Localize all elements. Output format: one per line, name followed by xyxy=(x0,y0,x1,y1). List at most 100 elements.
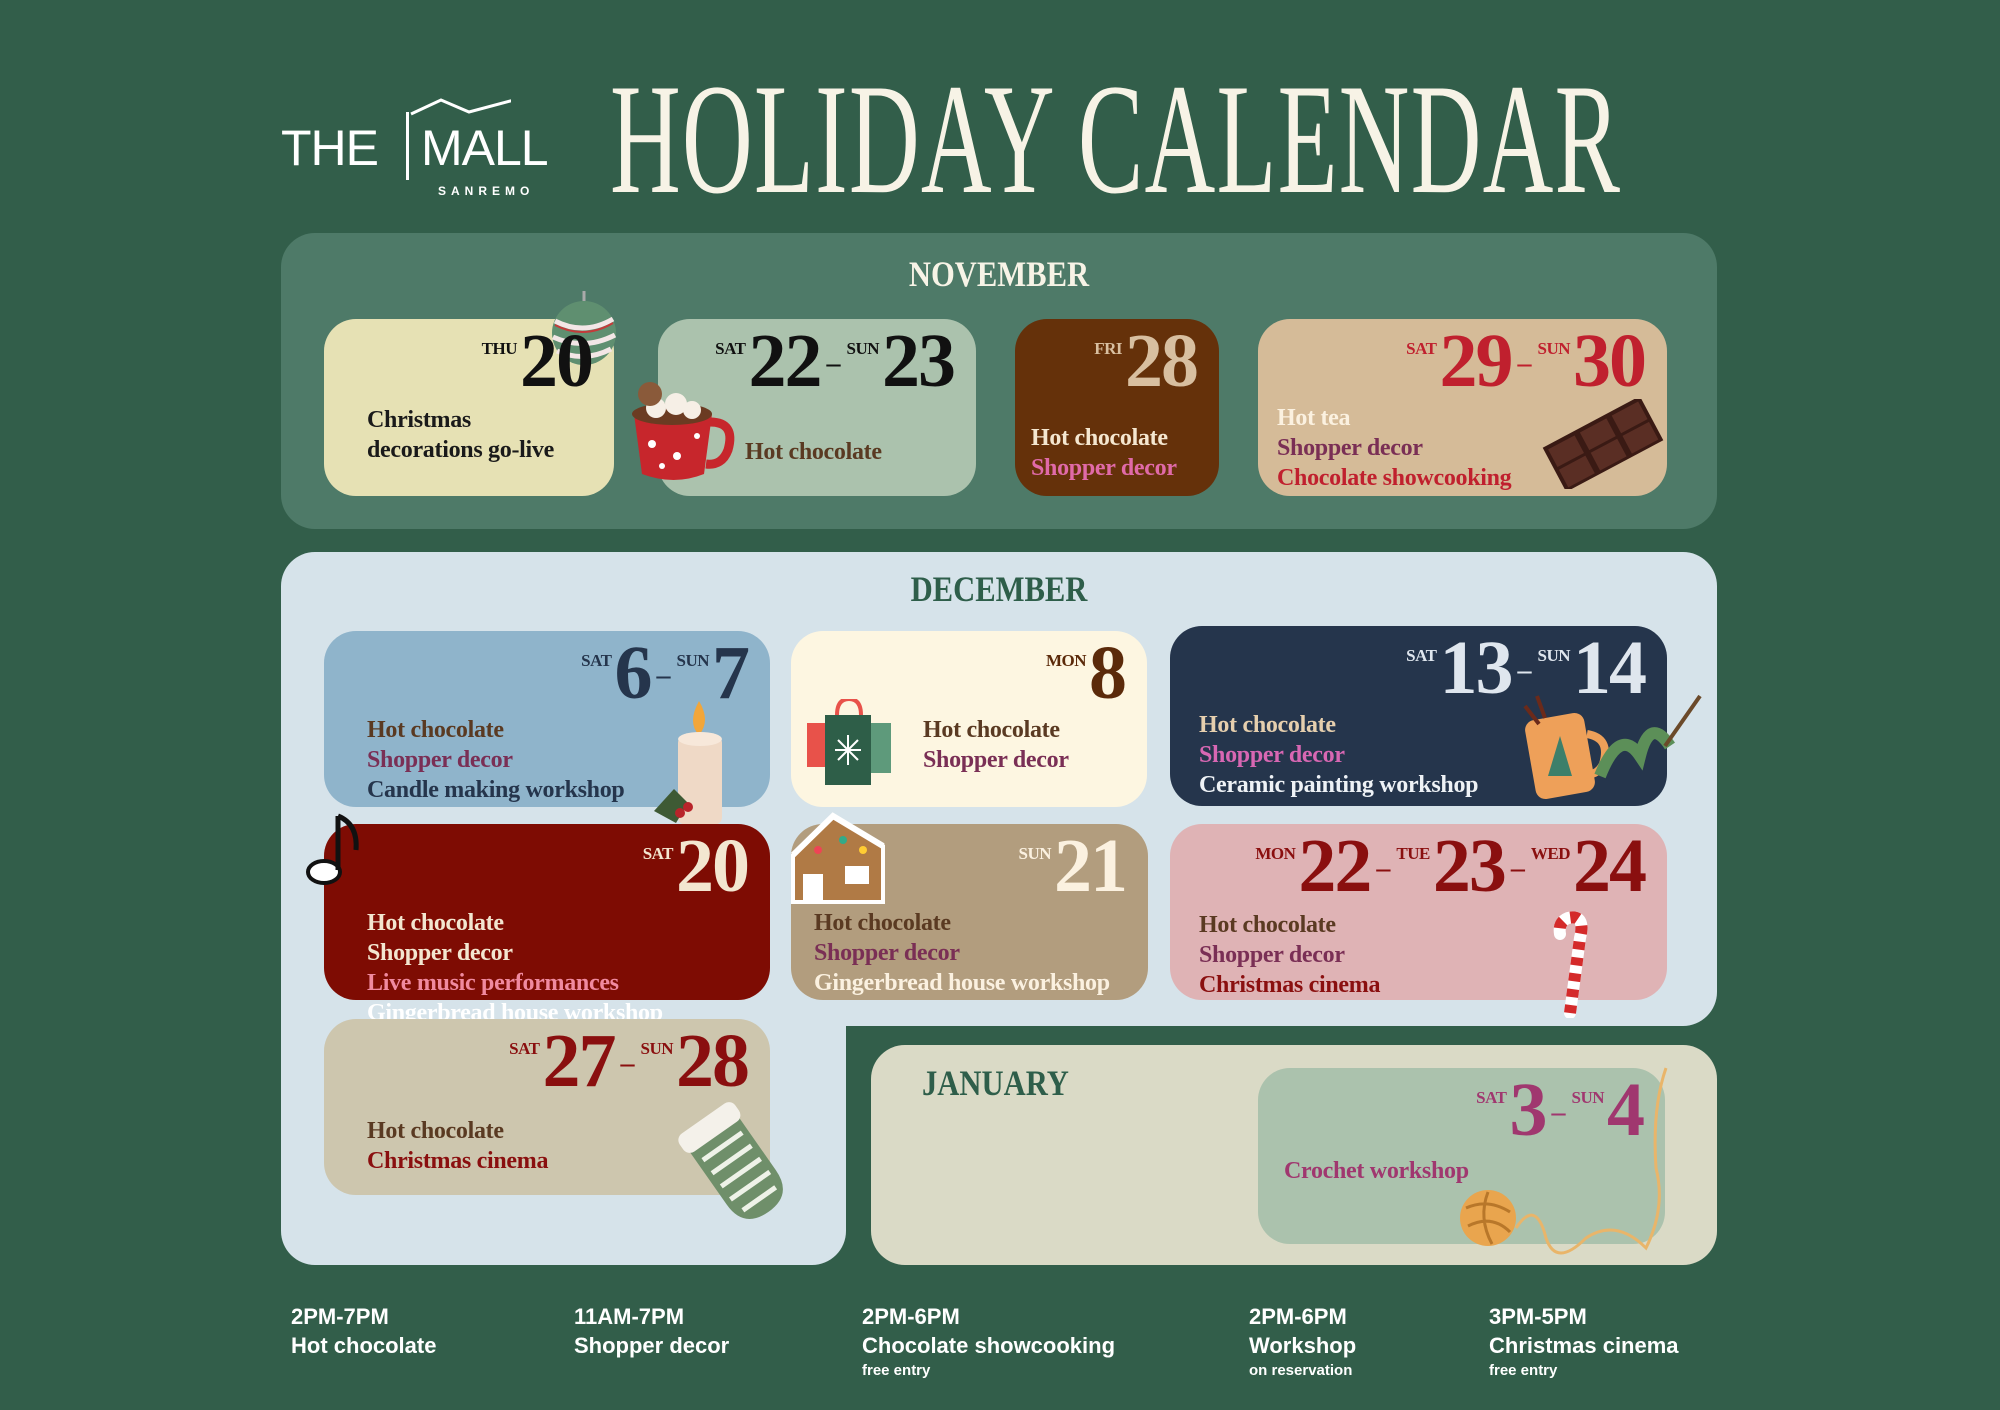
event-dates: FRI 28 xyxy=(1094,319,1199,403)
date-number: 13 xyxy=(1439,626,1513,710)
legend-label: Chocolate showcooking xyxy=(862,1333,1116,1358)
date-weekday: THU xyxy=(481,339,518,358)
event-item: Shopper decor xyxy=(923,747,1069,773)
legend-item: 3PM-5PM Christmas cinema free entry xyxy=(1489,1302,1679,1382)
legend-time: 11AM-7PM xyxy=(574,1304,685,1329)
shopping-bags-icon xyxy=(805,696,915,794)
event-card-december: SAT 27– SUN 28 Hot chocolate Christmas cinema xyxy=(324,1019,783,1219)
event-list: Hot chocolate Christmas cinema xyxy=(367,1116,548,1176)
legend-label: Christmas cinema xyxy=(1489,1333,1679,1358)
date-item: FRI 28 xyxy=(1094,319,1199,403)
logo-divider xyxy=(406,112,409,180)
legend-label: Shopper decor xyxy=(574,1333,730,1358)
date-weekday: WED xyxy=(1530,844,1571,863)
event-card-november: THU 20 Christmas decorations go-live xyxy=(324,291,617,496)
legend-label: Hot chocolate xyxy=(291,1333,437,1358)
event-item: Christmas xyxy=(367,407,471,433)
event-card-december: SAT 6– SUN 7 Hot chocolate Shopper decor Candl… xyxy=(324,631,770,825)
date-number: 24 xyxy=(1573,824,1647,908)
date-number: 29 xyxy=(1439,319,1513,403)
event-item: Hot chocolate xyxy=(367,717,504,743)
legend-item: 11AM-7PM Shopper decor xyxy=(574,1302,729,1360)
date-item: SUN 21 xyxy=(1018,824,1128,908)
event-list: Hot chocolate xyxy=(745,437,882,467)
event-dates: SUN 21 xyxy=(1018,824,1128,908)
date-item: SAT 27 xyxy=(509,1023,616,1099)
event-card-december: MON 8 Hot chocolate Shopper decor xyxy=(791,631,1147,807)
event-card-december: SUN 21 Hot chocolate Shopper decor Gingerbre… xyxy=(790,812,1148,1000)
page-title: HOLIDAY CALENDAR xyxy=(610,52,1622,227)
event-item: Shopper decor xyxy=(1277,435,1423,461)
event-card-november: SAT 22– SUN 23 Hot chocolate xyxy=(632,319,976,496)
date-item: SUN 23 xyxy=(846,319,956,403)
event-dates: MON 8 xyxy=(1046,635,1127,711)
event-list: Hot chocolate Shopper decor Candle making … xyxy=(367,715,625,805)
event-item: Shopper decor xyxy=(1031,455,1177,481)
event-list: Hot chocolate Shopper decor xyxy=(1031,423,1177,483)
date-number: 4 xyxy=(1607,1068,1645,1152)
date-weekday: TUE xyxy=(1396,844,1430,863)
event-dates: MON 22– TUE 23– WED 24 xyxy=(1255,824,1647,908)
event-item: Hot chocolate xyxy=(745,439,882,465)
date-weekday: MON xyxy=(1255,844,1296,863)
date-number: 23 xyxy=(882,319,956,403)
event-card-january: SAT 3– SUN 4 Crochet workshop xyxy=(1258,1067,1668,1255)
event-list: Hot chocolate Shopper decor Live music per… xyxy=(367,908,663,1028)
date-item: SAT 6 xyxy=(581,635,652,711)
chocolate-bar-icon xyxy=(1538,396,1668,494)
date-item: SUN 14 xyxy=(1537,630,1647,706)
date-item: SUN 4 xyxy=(1571,1068,1645,1152)
logo-the: THE xyxy=(281,120,379,176)
event-item: Christmas cinema xyxy=(1199,972,1381,998)
legend-note: free entry xyxy=(862,1362,931,1379)
date-number: 3 xyxy=(1509,1068,1547,1152)
legend-time: 2PM-6PM xyxy=(862,1304,960,1329)
event-item: Hot chocolate xyxy=(1199,912,1336,938)
event-item: Hot chocolate xyxy=(367,910,504,936)
event-item: Shopper decor xyxy=(1199,942,1345,968)
legend-time: 2PM-7PM xyxy=(291,1304,389,1329)
event-item: Gingerbread house workshop xyxy=(814,970,1110,996)
event-item: Ceramic painting workshop xyxy=(1199,772,1479,798)
schedule-legend: 2PM-7PM Hot chocolate 11AM-7PM Shopper deco… xyxy=(291,1302,1791,1392)
legend-item: 2PM-7PM Hot chocolate xyxy=(291,1302,436,1360)
date-item: SUN 7 xyxy=(676,631,750,715)
event-dates: SAT 22– SUN 23 xyxy=(715,319,956,403)
event-card-november: SAT 29– SUN 30 Hot tea Shopper decor Chocolate… xyxy=(1258,319,1667,496)
event-dates: SAT 3– SUN 4 xyxy=(1476,1068,1645,1152)
date-weekday: SUN xyxy=(1537,339,1570,358)
legend-note: free entry xyxy=(1489,1362,1558,1379)
date-range-dash: – xyxy=(656,660,671,691)
event-card-december: MON 22– TUE 23– WED 24 Hot chocolate Shopper de… xyxy=(1170,824,1667,1019)
date-item: SAT 29 xyxy=(1406,319,1513,403)
event-item: Crochet workshop xyxy=(1284,1158,1469,1184)
event-card-november: FRI 28 Hot chocolate Shopper decor xyxy=(1015,319,1219,496)
date-item: SUN 30 xyxy=(1537,323,1647,399)
legend-item: 2PM-6PM Chocolate showcooking free entry xyxy=(862,1302,1115,1382)
date-item: SAT 20 xyxy=(643,828,750,904)
event-item: Shopper decor xyxy=(814,940,960,966)
event-list: Christmas decorations go-live xyxy=(367,405,554,465)
date-range-dash: – xyxy=(620,1048,635,1079)
date-number: 7 xyxy=(712,631,750,715)
event-item: Chocolate showcooking xyxy=(1277,465,1512,491)
event-list: Hot chocolate Shopper decor Christmas cine… xyxy=(1199,910,1380,1000)
date-item: SAT 13 xyxy=(1406,626,1513,710)
month-title-november: NOVEMBER xyxy=(908,254,1090,294)
date-weekday: SAT xyxy=(715,339,746,358)
logo-mall: MALL xyxy=(421,120,549,176)
date-weekday: SUN xyxy=(640,1039,673,1058)
the-mall-sanremo-logo: THE MALL SANREMO xyxy=(281,72,561,202)
date-number: 21 xyxy=(1054,824,1128,908)
date-item: SUN 28 xyxy=(640,1023,750,1099)
date-number: 28 xyxy=(1125,319,1199,403)
date-item: SAT 22 xyxy=(715,323,822,399)
date-range-dash: – xyxy=(1376,853,1391,884)
date-weekday: FRI xyxy=(1094,339,1122,358)
event-list: Hot chocolate Shopper decor Ceramic painti… xyxy=(1199,710,1479,800)
date-range-dash: – xyxy=(1517,655,1532,686)
date-weekday: SAT xyxy=(1476,1088,1507,1107)
event-dates: SAT 29– SUN 30 xyxy=(1406,319,1647,403)
date-range-dash: – xyxy=(1517,348,1532,379)
date-item: THU 20 xyxy=(481,323,594,399)
